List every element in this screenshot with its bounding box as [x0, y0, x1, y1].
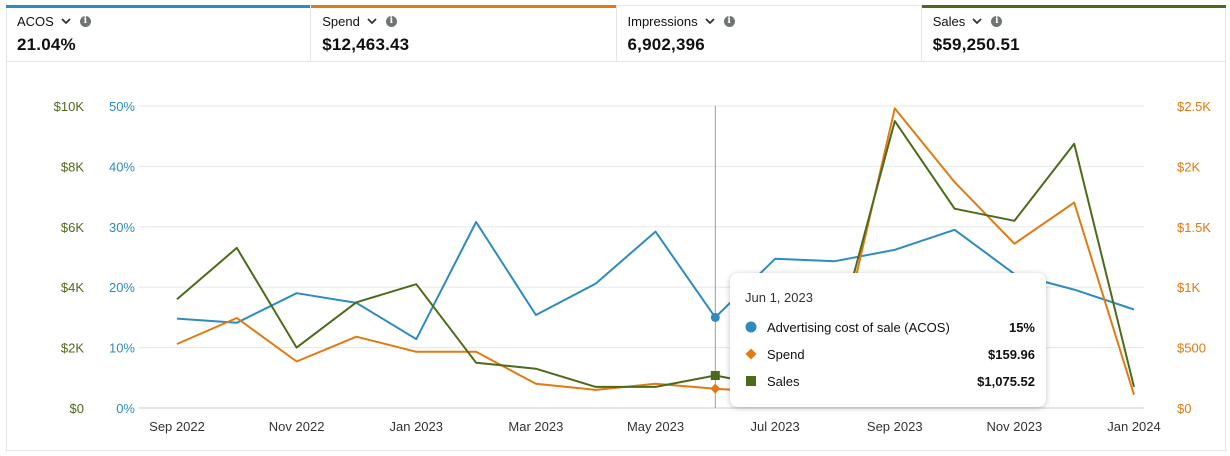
metric-value: $59,250.51: [932, 35, 1020, 54]
x-axis-tick-label: Sep 2023: [867, 419, 923, 434]
metric-color-bar: [921, 5, 1226, 8]
info-icon[interactable]: i: [991, 15, 1003, 27]
diamond-icon: [745, 348, 757, 360]
metric-label: ACOS: [17, 13, 54, 29]
metric-tile-sales[interactable]: Sales i $59,250.51: [921, 5, 1226, 61]
x-axis-tick-label: Mar 2023: [508, 419, 563, 434]
x-axis-tick-label: Nov 2023: [987, 419, 1043, 434]
metric-label: Spend: [322, 13, 360, 29]
sales-axis-tick-label: $10K: [54, 99, 85, 114]
chevron-down-icon[interactable]: [971, 15, 983, 27]
spend-axis-tick-label: $500: [1177, 341, 1206, 356]
spend-axis-tick-label: $2K: [1177, 159, 1200, 174]
tooltip-date: Jun 1, 2023: [745, 290, 813, 305]
tooltip-series-value: $1,075.52: [977, 373, 1035, 389]
metric-label: Sales: [932, 13, 966, 29]
tooltip-series-value: 15%: [1008, 319, 1035, 335]
metric-value: 21.04%: [17, 35, 76, 54]
series-line-sales: [176, 120, 1135, 388]
info-icon[interactable]: i: [385, 15, 397, 27]
metric-selector-bar: ACOS i 21.04% Spend i $12,463.43 Impress…: [6, 5, 1226, 62]
circle-icon: [745, 321, 757, 333]
acos-axis-tick-label: 10%: [109, 341, 135, 356]
x-axis-tick-label: Jul 2023: [751, 419, 800, 434]
x-axis-tick-label: Nov 2022: [269, 419, 325, 434]
metric-color-bar: [6, 5, 311, 8]
data-point-acos: [710, 312, 720, 322]
sales-axis-tick-label: $2K: [61, 341, 84, 356]
chevron-down-icon[interactable]: [704, 15, 716, 27]
spend-axis-tick-label: $2.5K: [1177, 99, 1211, 114]
metric-tile-impressions[interactable]: Impressions i 6,902,396: [617, 5, 922, 61]
metric-color-bar: [311, 5, 616, 8]
metric-value: 6,902,396: [627, 35, 705, 54]
spend-axis-tick-label: $0: [1177, 401, 1191, 416]
chart-tooltip: Jun 1, 2023 Advertising cost of sale (AC…: [730, 273, 1046, 407]
series-line-acos: [176, 221, 1135, 341]
x-axis-tick-label: Sep 2022: [149, 419, 205, 434]
acos-axis-tick-label: 30%: [109, 220, 135, 235]
x-axis-tick-label: Jan 2023: [390, 419, 444, 434]
spend-axis-tick-label: $1K: [1177, 280, 1200, 295]
acos-axis-tick-label: 20%: [109, 280, 135, 295]
tooltip-row-spend: Spend $159.96: [745, 345, 1035, 363]
metric-tile-spend[interactable]: Spend i $12,463.43: [311, 5, 617, 61]
tooltip-row-sales: Sales $1,075.52: [745, 372, 1035, 390]
sales-axis-tick-label: $4K: [61, 280, 84, 295]
info-icon[interactable]: i: [79, 15, 91, 27]
data-point-sales: [710, 371, 720, 381]
spend-axis-tick-label: $1.5K: [1177, 220, 1211, 235]
acos-axis-tick-label: 0%: [116, 401, 135, 416]
metric-label: Impressions: [627, 13, 698, 29]
sales-axis-tick-label: $6K: [61, 220, 84, 235]
square-icon: [745, 375, 757, 387]
sales-axis-tick-label: $0: [70, 401, 84, 416]
chevron-down-icon[interactable]: [60, 15, 72, 27]
x-axis-tick-label: Jan 2024: [1107, 419, 1161, 434]
tooltip-series-name: Spend: [767, 346, 805, 362]
tooltip-series-name: Advertising cost of sale (ACOS): [767, 319, 950, 335]
acos-axis-tick-label: 50%: [109, 99, 135, 114]
acos-axis-tick-label: 40%: [109, 159, 135, 174]
sales-axis-tick-label: $8K: [61, 159, 84, 174]
tooltip-row-acos: Advertising cost of sale (ACOS) 15%: [745, 318, 1035, 336]
metric-value: $12,463.43: [322, 35, 410, 54]
info-icon[interactable]: i: [723, 15, 735, 27]
x-axis-tick-label: May 2023: [627, 419, 684, 434]
series-line-spend: [176, 107, 1135, 395]
data-point-spend: [710, 383, 721, 394]
tooltip-series-value: $159.96: [988, 346, 1035, 362]
metric-tile-acos[interactable]: ACOS i 21.04%: [6, 5, 312, 61]
chevron-down-icon[interactable]: [366, 15, 378, 27]
tooltip-series-name: Sales: [767, 373, 800, 389]
